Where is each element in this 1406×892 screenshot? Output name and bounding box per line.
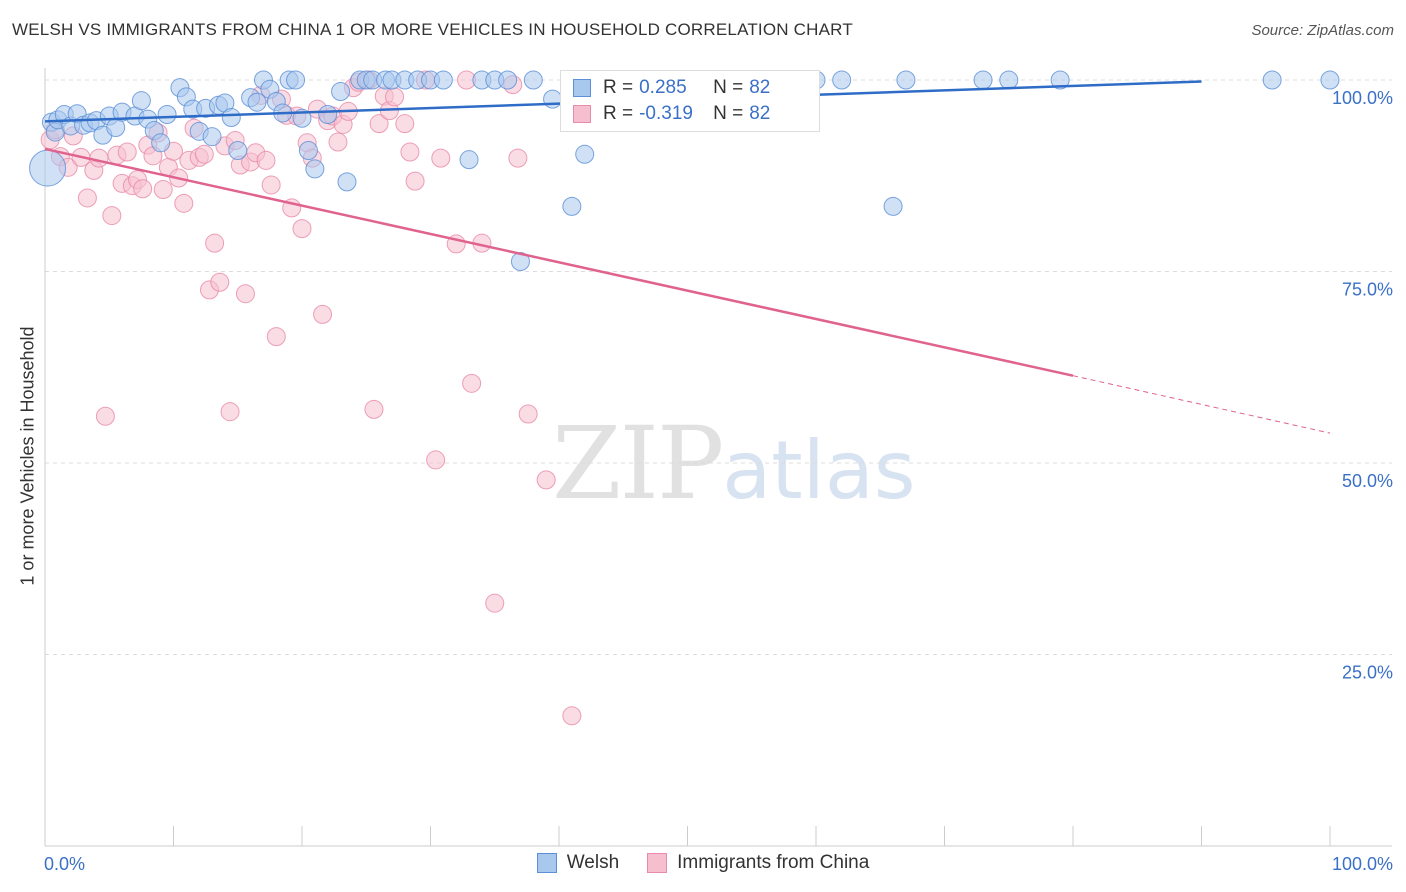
china-point [426,450,446,470]
welsh-point [883,196,903,216]
china-point [518,404,538,424]
welsh-point [575,144,595,164]
china-point [235,284,255,304]
welsh-point [543,89,563,109]
welsh-legend-swatch [536,853,557,873]
welsh-point [459,150,479,170]
china-point [364,399,384,419]
china-point [220,402,240,422]
source-credit: Source: ZipAtlas.com [1251,22,1394,39]
welsh-point [29,149,67,187]
watermark-atlas: atlas [722,424,916,517]
china-n-label: N = [713,103,744,124]
china-point [313,304,333,324]
welsh-point [498,70,518,90]
welsh-r-label: R = [603,77,634,98]
welsh-n-label: N = [713,77,744,98]
china-r-label: R = [603,103,634,124]
welsh-point [1050,70,1070,90]
watermark: ZIPatlas [552,405,916,522]
china-point [405,171,425,191]
legend-row-china: R = -0.319 N = 82 [573,101,770,127]
china-point [102,206,122,226]
welsh-point [298,140,318,160]
correlation-legend: R = 0.285 N = 82 R = -0.319 N = 82 [560,70,820,132]
y-axis-label: 1 or more Vehicles in Household [17,326,38,586]
welsh-point [973,70,993,90]
china-trend-extension [1072,375,1331,434]
welsh-point [337,172,357,192]
y-tick-label: 75.0% [1342,280,1393,300]
welsh-point [318,104,338,124]
welsh-point [151,133,171,153]
china-point [210,272,230,292]
welsh-n-value: 82 [749,77,771,98]
china-point [328,132,348,152]
china-point [117,142,137,162]
china-point [89,148,109,168]
welsh-point [228,140,248,160]
y-tick-label: 50.0% [1342,471,1393,491]
china-point [562,706,582,726]
x-tick-label: 0.0% [44,854,85,874]
axes [44,68,1392,847]
china-n-value: 82 [749,103,771,124]
china-point [485,593,505,613]
china-point [462,373,482,393]
china-point [95,406,115,426]
welsh-point [157,104,177,124]
welsh-point [433,70,453,90]
china-trend-line [44,147,1074,377]
china-legend-swatch [647,853,668,873]
welsh-point [832,70,852,90]
tick-labels: 25.0% 50.0% 75.0% 100.0% 0.0% 100.0% [44,88,1393,874]
china-swatch [573,105,591,123]
chart-title: WELSH VS IMMIGRANTS FROM CHINA 1 OR MORE… [12,20,853,39]
china-legend-label: Immigrants from China [677,852,870,873]
china-point [77,188,97,208]
series-legend: Welsh Immigrants from China [0,852,1406,874]
china-point [536,470,556,490]
china-point [508,148,528,168]
china-point [194,144,214,164]
legend-item-china[interactable]: Immigrants from China [647,852,869,874]
welsh-point [202,127,222,147]
welsh-point [1262,70,1282,90]
welsh-point [1320,70,1340,90]
welsh-swatch [573,79,591,97]
y-tick-label: 100.0% [1332,88,1393,108]
welsh-point [247,92,267,112]
welsh-point [131,91,151,111]
china-point [256,150,276,170]
china-point [385,87,405,107]
china-point [133,179,153,199]
china-point [369,114,389,134]
legend-item-welsh[interactable]: Welsh [536,852,620,874]
welsh-point [562,196,582,216]
china-point [292,219,312,239]
y-tick-label: 25.0% [1342,663,1393,683]
china-point [400,142,420,162]
welsh-point [221,108,241,128]
china-point [266,327,286,347]
china-point [431,148,451,168]
china-point [153,180,173,200]
x-tick-label: 100.0% [1332,854,1393,874]
china-point [261,175,281,195]
welsh-point [331,81,351,101]
welsh-point [999,70,1019,90]
welsh-point [896,70,916,90]
china-point [395,114,415,134]
legend-row-welsh: R = 0.285 N = 82 [573,75,770,101]
china-point [205,233,225,253]
welsh-point [286,70,306,90]
welsh-legend-label: Welsh [566,852,620,873]
china-point [174,193,194,213]
welsh-point [523,70,543,90]
welsh-point [305,159,325,179]
china-r-value: -0.319 [639,103,693,124]
welsh-r-value: 0.285 [639,77,687,98]
